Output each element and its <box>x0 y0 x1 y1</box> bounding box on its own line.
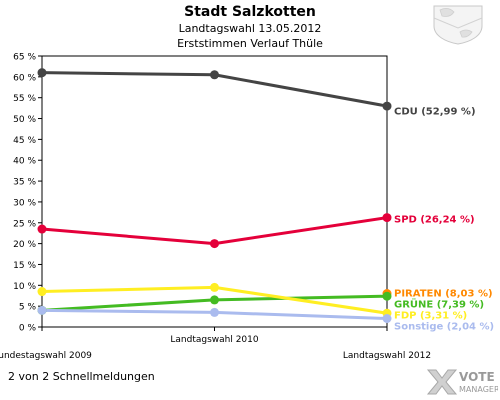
x-mark-icon <box>426 369 458 395</box>
logo-text-vote: VOTE <box>459 370 495 384</box>
y-tick-label: 30 % <box>13 198 36 208</box>
series-end-label-fdp: FDP (3,31 %) <box>394 311 467 322</box>
y-tick-label: 15 % <box>13 261 36 271</box>
series-end-label-piraten: PIRATEN (8,03 %) <box>394 289 493 300</box>
data-point-cdu <box>210 70 219 80</box>
data-point-fdp <box>210 282 219 292</box>
series-end-label-sonstige: Sonstige (2,04 %) <box>394 322 494 333</box>
data-point-cdu <box>382 101 392 111</box>
y-tick-label: 35 % <box>13 178 36 188</box>
x-tick-label: Landtagswahl 2010 <box>170 335 259 345</box>
y-tick-label: 65 % <box>13 53 36 63</box>
data-point-sonstige <box>382 313 392 323</box>
data-point-spd <box>382 213 392 223</box>
y-tick-label: 20 % <box>13 240 36 250</box>
y-tick-label: 10 % <box>13 282 36 292</box>
x-tick-label: Landtagswahl 2012 <box>343 351 431 361</box>
y-tick-label: 50 % <box>13 115 36 125</box>
data-point-cdu <box>37 68 47 78</box>
vote-manager-logo: VOTE MANAGER <box>426 369 498 395</box>
y-tick-label: 55 % <box>13 94 36 104</box>
data-point-grüne <box>382 291 392 301</box>
y-tick-label: 25 % <box>13 219 36 229</box>
data-point-fdp <box>37 287 47 297</box>
y-tick-label: 60 % <box>13 73 36 83</box>
data-point-spd <box>37 224 47 234</box>
series-end-label-cdu: CDU (52,99 %) <box>394 107 476 118</box>
coat-of-arms-icon <box>433 5 483 45</box>
y-tick-label: 0 % <box>19 324 37 334</box>
data-point-spd <box>210 239 219 249</box>
data-point-sonstige <box>210 307 219 317</box>
data-point-sonstige <box>37 305 47 315</box>
chart-subtitle: Landtagswahl 13.05.2012 <box>178 22 322 35</box>
footer-note: 2 von 2 Schnellmeldungen <box>8 370 155 383</box>
data-point-grüne <box>210 295 219 305</box>
y-tick-label: 40 % <box>13 157 36 167</box>
y-tick-label: 5 % <box>19 303 37 313</box>
chart-subtitle-secondary: Erststimmen Verlauf Thüle <box>177 37 323 50</box>
logo-text-manager: MANAGER <box>459 385 498 394</box>
chart-title: Stadt Salzkotten <box>184 4 316 20</box>
series-end-label-grüne: GRÜNE (7,39 %) <box>394 297 484 311</box>
x-tick-label: Bundestagswahl 2009 <box>0 351 92 361</box>
y-tick-label: 45 % <box>13 136 36 146</box>
series-end-label-spd: SPD (26,24 %) <box>394 215 475 226</box>
